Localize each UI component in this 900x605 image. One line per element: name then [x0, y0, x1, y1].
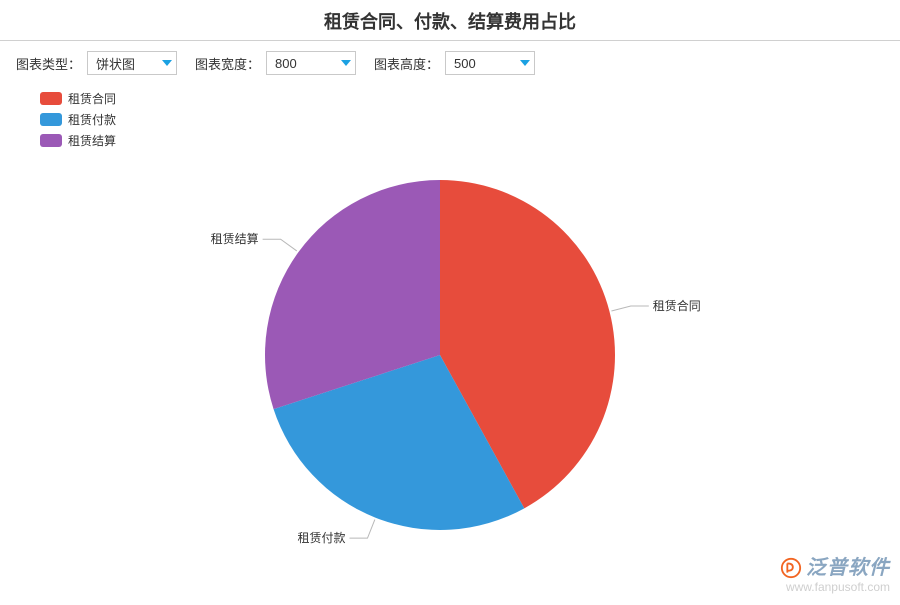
slice-label: 租赁付款: [297, 531, 345, 545]
chevron-down-icon: [341, 60, 351, 66]
brand: 泛普软件: [780, 556, 890, 580]
chevron-down-icon: [162, 60, 172, 66]
title-bar: 租赁合同、付款、结算费用占比: [0, 0, 900, 41]
chart-width-value: 800: [275, 56, 297, 71]
slice-label: 租赁结算: [211, 231, 259, 246]
page-title: 租赁合同、付款、结算费用占比: [0, 8, 900, 34]
chart-height-value: 500: [454, 56, 476, 71]
chart-controls: 图表类型： 饼状图 图表宽度： 800 图表高度： 500: [0, 41, 900, 85]
chart-height-select[interactable]: 500: [445, 51, 535, 75]
ctrl-chart-type: 图表类型： 饼状图: [16, 51, 177, 75]
chart-type-value: 饼状图: [96, 54, 135, 73]
pie-chart: 租赁合同租赁付款 租赁结算: [190, 105, 710, 605]
watermark: 泛普软件 www.fanpusoft.com: [780, 556, 890, 594]
ctrl-chart-width-label: 图表宽度：: [195, 54, 260, 73]
chart-width-select[interactable]: 800: [266, 51, 356, 75]
ctrl-chart-width: 图表宽度： 800: [195, 51, 356, 75]
ctrl-chart-height-label: 图表高度：: [374, 54, 439, 73]
ctrl-chart-type-label: 图表类型：: [16, 54, 81, 73]
brand-text: 泛普软件: [806, 556, 890, 580]
chart-type-select[interactable]: 饼状图: [87, 51, 177, 75]
ctrl-chart-height: 图表高度： 500: [374, 51, 535, 75]
leader-line: [611, 306, 648, 311]
slice-label: 租赁合同: [653, 298, 701, 313]
leader-line: [349, 520, 374, 539]
chart-area: 租赁合同租赁付款 租赁结算: [0, 90, 900, 600]
brand-url: www.fanpusoft.com: [780, 580, 890, 594]
chevron-down-icon: [520, 60, 530, 66]
leader-line: [263, 239, 297, 251]
logo-icon: [780, 557, 802, 579]
